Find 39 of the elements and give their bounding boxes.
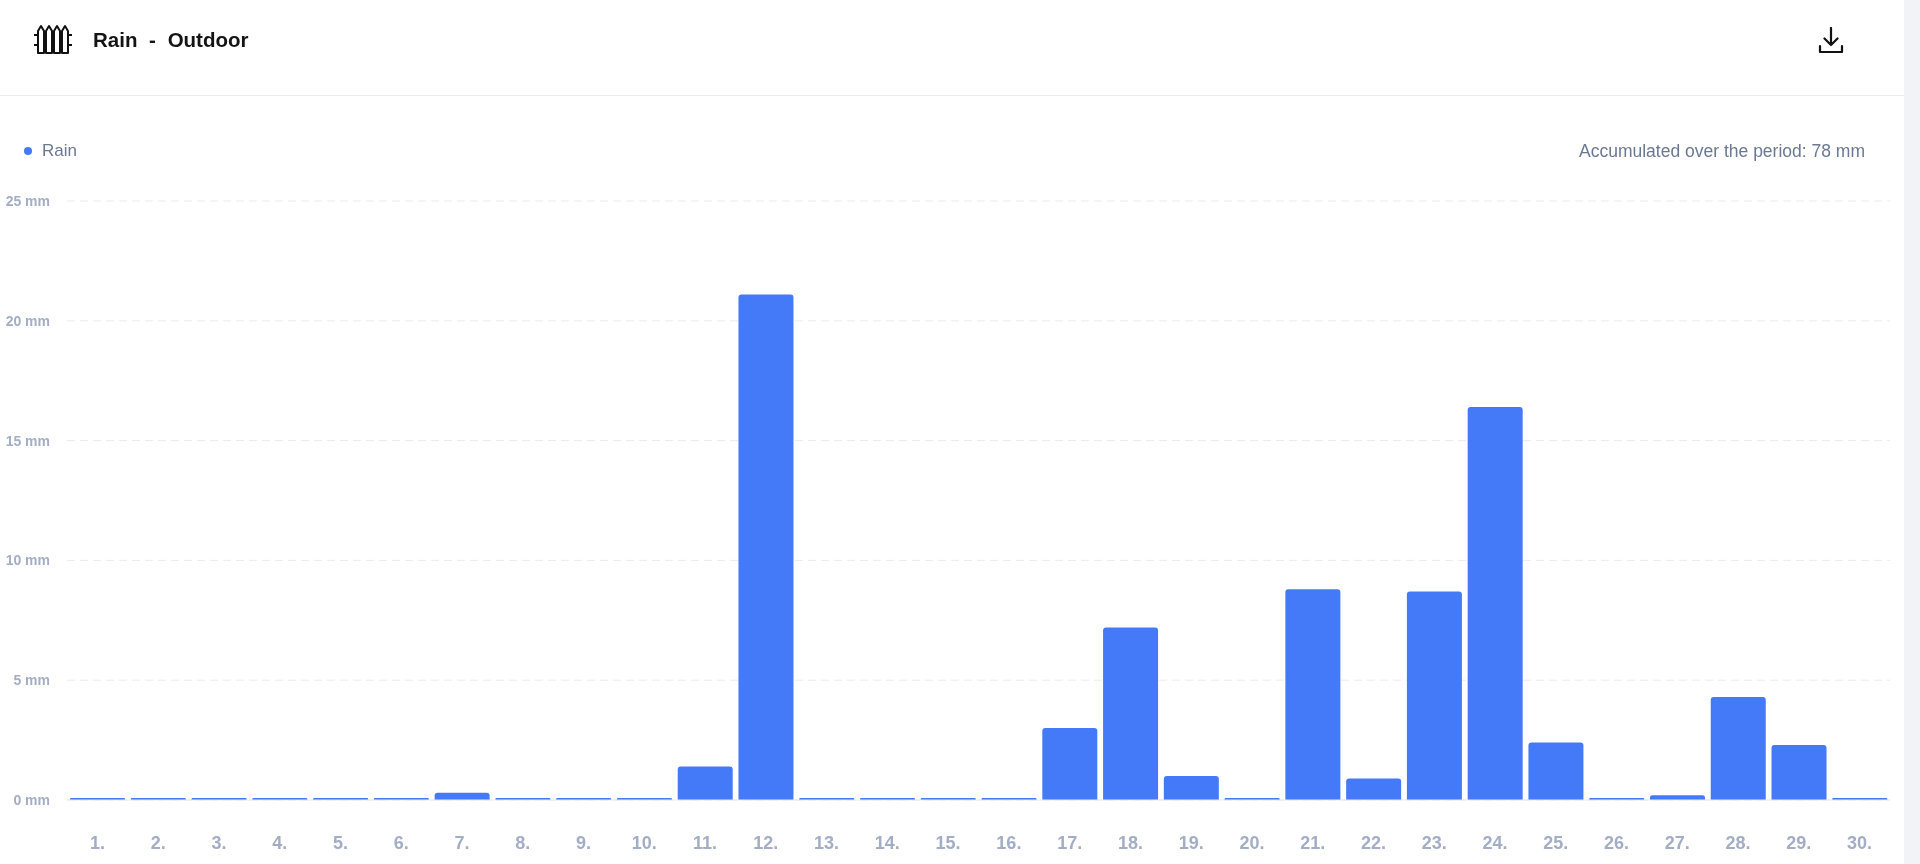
x-tick-label: 26.	[1604, 832, 1630, 853]
y-tick-label: 10 mm	[5, 552, 50, 569]
x-tick-label: 15.	[935, 832, 961, 853]
x-tick-label: 9.	[576, 832, 592, 853]
x-tick-label: 24.	[1482, 832, 1508, 853]
x-tick-label: 11.	[693, 832, 718, 853]
x-tick-label: 28.	[1725, 832, 1751, 853]
x-tick-label: 7.	[454, 832, 470, 853]
y-tick-label: 20 mm	[5, 312, 50, 329]
x-tick-label: 23.	[1421, 832, 1447, 853]
x-tick-label: 6.	[393, 832, 409, 853]
x-tick-label: 22.	[1360, 832, 1386, 853]
x-tick-label: 12.	[753, 832, 779, 853]
x-tick-label: 18.	[1117, 832, 1143, 853]
x-tick-label: 3.	[211, 832, 227, 853]
x-tick-label: 29.	[1786, 832, 1812, 853]
x-tick-label: 10.	[631, 832, 657, 853]
x-tick-label: 30.	[1847, 832, 1873, 853]
x-tick-label: 17.	[1057, 832, 1083, 853]
legend-label: Rain	[42, 141, 77, 161]
y-tick-label: 5 mm	[13, 672, 50, 689]
x-tick-label: 25.	[1543, 832, 1569, 853]
x-tick-label: 16.	[996, 832, 1022, 853]
x-tick-label: 27.	[1664, 832, 1690, 853]
y-tick-label: 15 mm	[5, 432, 50, 449]
x-tick-label: 19.	[1178, 832, 1204, 853]
x-tick-label: 1.	[89, 832, 105, 853]
chart-title: Rain - Outdoor	[93, 27, 249, 53]
x-tick-label: 21.	[1300, 832, 1326, 853]
x-tick-label: 20.	[1239, 832, 1265, 853]
x-tick-label: 14.	[874, 832, 900, 853]
x-tick-label: 5.	[332, 832, 348, 853]
y-tick-label: 0 mm	[13, 791, 50, 808]
y-tick-label: 25 mm	[5, 192, 50, 209]
x-tick-label: 2.	[150, 832, 166, 853]
text: Accumulated over the period: 78 mm	[1579, 140, 1865, 163]
x-tick-label: 13.	[814, 832, 840, 853]
x-tick-label: 4.	[272, 832, 288, 853]
x-tick-label: 8.	[515, 832, 531, 853]
